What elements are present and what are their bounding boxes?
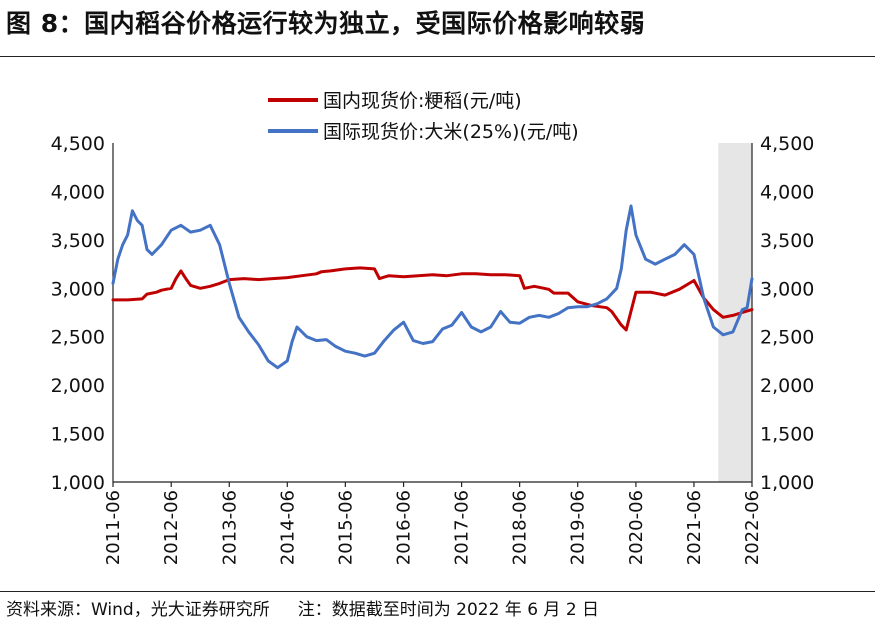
left-y-tick-labels: 1,000 1,500 2,000 2,500 3,000 3,500 4,000 4,500	[51, 133, 105, 494]
x-tick-labels: 2011-06 2012-06 2013-06 2014-06 2015-06 2016-…	[103, 482, 763, 565]
right-y-tick-labels: 1,000 1,500 2,000 2,500 3,000 3,500 4,000 4,500	[760, 133, 814, 494]
right-y-tick-label: 1,000	[760, 472, 814, 494]
figure-title: 图 8：国内稻谷价格运行较为独立，受国际价格影响较弱	[6, 9, 646, 38]
footer-rule	[0, 591, 875, 592]
chart-axes	[112, 143, 753, 483]
chart-svg: 1,000 1,500 2,000 2,500 3,000 3,500 4,000 4,500…	[51, 90, 815, 565]
left-y-tick-label: 3,000	[51, 278, 105, 300]
x-tick-label: 2015-06	[335, 490, 356, 565]
right-y-tick-label: 3,000	[760, 278, 814, 300]
x-tick-label: 2016-06	[394, 490, 415, 565]
series-lines	[111, 204, 754, 370]
left-y-tick-label: 3,500	[51, 230, 105, 252]
right-y-tick-label: 2,500	[760, 327, 814, 349]
date-note: 注：数据截至时间为 2022 年 6 月 2 日	[297, 600, 600, 620]
domestic-price-line	[111, 266, 754, 332]
legend: 国内现货价:粳稻(元/吨) 国际现货价:大米(25%)(元/吨)	[268, 90, 579, 143]
right-y-tick-label: 1,500	[760, 424, 814, 446]
right-y-tick-label: 4,500	[760, 133, 814, 155]
right-y-tick-label: 4,000	[760, 181, 814, 203]
x-tick-label: 2013-06	[219, 490, 240, 565]
left-y-tick-label: 4,500	[51, 133, 105, 155]
x-tick-label: 2021-06	[684, 490, 705, 565]
legend-label-international: 国际现货价:大米(25%)(元/吨)	[323, 121, 579, 143]
x-tick-label: 2017-06	[452, 490, 473, 565]
x-tick-label: 2022-06	[742, 490, 763, 565]
x-tick-label: 2019-06	[568, 490, 589, 565]
right-y-tick-label: 3,500	[760, 230, 814, 252]
left-y-tick-label: 2,000	[51, 375, 105, 397]
x-tick-label: 2018-06	[510, 490, 531, 565]
title-rule	[0, 56, 875, 57]
source-note: 资料来源：Wind，光大证券研究所	[6, 600, 270, 620]
x-tick-label: 2012-06	[161, 490, 182, 565]
right-y-tick-label: 2,000	[760, 375, 814, 397]
international-price-line	[111, 204, 754, 370]
left-y-tick-label: 1,500	[51, 424, 105, 446]
legend-label-domestic: 国内现货价:粳稻(元/吨)	[323, 90, 522, 112]
x-tick-label: 2014-06	[277, 490, 298, 565]
left-y-tick-label: 1,000	[51, 472, 105, 494]
footer: 资料来源：Wind，光大证券研究所 注：数据截至时间为 2022 年 6 月 2 …	[6, 595, 599, 620]
left-y-tick-label: 2,500	[51, 327, 105, 349]
x-tick-label: 2020-06	[626, 490, 647, 565]
x-tick-label: 2011-06	[103, 490, 124, 565]
left-y-tick-label: 4,000	[51, 181, 105, 203]
